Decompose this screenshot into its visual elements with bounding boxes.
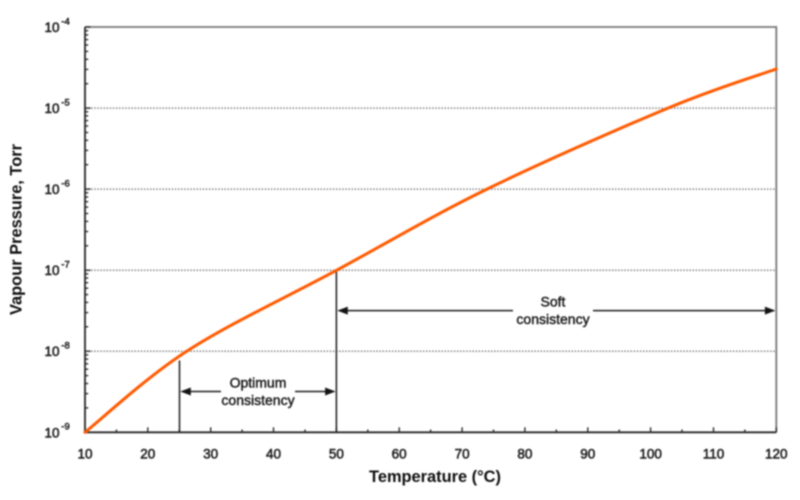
svg-text:Temperature (°C): Temperature (°C): [369, 468, 501, 486]
svg-text:40: 40: [266, 446, 281, 461]
svg-text:20: 20: [140, 446, 155, 461]
svg-text:50: 50: [329, 446, 344, 461]
svg-text:10: 10: [44, 425, 59, 440]
svg-text:90: 90: [580, 446, 595, 461]
svg-text:100: 100: [639, 446, 662, 461]
svg-text:-7: -7: [61, 260, 69, 271]
svg-text:Soft: Soft: [541, 294, 566, 310]
svg-text:-8: -8: [61, 341, 69, 352]
svg-text:120: 120: [765, 446, 788, 461]
svg-text:consistency: consistency: [516, 311, 589, 327]
svg-text:-9: -9: [61, 422, 69, 433]
svg-text:10: 10: [44, 101, 59, 116]
svg-text:Optimum: Optimum: [230, 375, 287, 391]
svg-text:-4: -4: [61, 16, 69, 27]
svg-text:10: 10: [77, 446, 92, 461]
svg-text:-6: -6: [61, 179, 69, 190]
svg-text:110: 110: [703, 446, 725, 461]
svg-text:80: 80: [517, 446, 532, 461]
svg-text:-5: -5: [61, 98, 69, 109]
svg-text:60: 60: [392, 446, 407, 461]
svg-text:30: 30: [203, 446, 218, 461]
svg-text:10: 10: [44, 182, 59, 197]
svg-text:10: 10: [44, 263, 59, 278]
svg-text:Vapour Pressure, Torr: Vapour Pressure, Torr: [8, 143, 26, 315]
svg-text:10: 10: [44, 20, 59, 35]
svg-text:10: 10: [44, 344, 59, 359]
svg-text:consistency: consistency: [221, 392, 294, 408]
svg-text:70: 70: [455, 446, 470, 461]
